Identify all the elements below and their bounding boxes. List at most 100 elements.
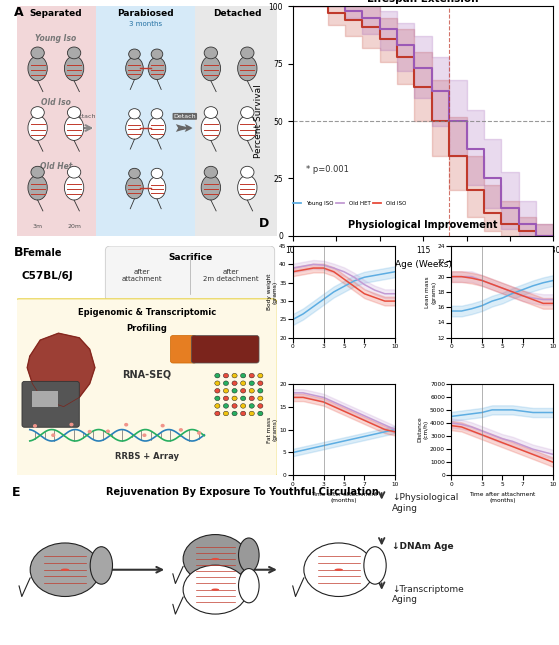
Circle shape (215, 381, 220, 386)
Ellipse shape (148, 57, 166, 79)
Circle shape (211, 558, 219, 560)
Circle shape (232, 373, 237, 378)
Ellipse shape (68, 47, 80, 59)
Circle shape (240, 404, 246, 408)
Ellipse shape (201, 56, 220, 81)
Circle shape (69, 422, 74, 426)
Circle shape (61, 568, 69, 571)
Ellipse shape (151, 108, 163, 119)
Ellipse shape (204, 166, 217, 178)
Circle shape (258, 396, 263, 401)
Ellipse shape (64, 175, 84, 200)
Text: 3m: 3m (32, 224, 42, 230)
Circle shape (143, 433, 146, 437)
Circle shape (211, 588, 219, 591)
Circle shape (124, 423, 128, 426)
Circle shape (215, 396, 220, 401)
Text: A: A (14, 6, 24, 19)
Circle shape (258, 381, 263, 386)
Ellipse shape (126, 177, 143, 199)
Ellipse shape (28, 175, 48, 200)
X-axis label: Time after attachment
(months): Time after attachment (months) (311, 492, 377, 503)
Text: Old Iso: Old Iso (41, 98, 71, 107)
Circle shape (240, 381, 246, 386)
Text: Old Het: Old Het (40, 163, 72, 172)
Circle shape (258, 404, 263, 408)
Ellipse shape (238, 56, 257, 81)
Ellipse shape (204, 106, 217, 119)
Circle shape (249, 373, 254, 378)
FancyBboxPatch shape (105, 246, 274, 301)
Ellipse shape (240, 47, 254, 59)
Text: 3 months: 3 months (129, 21, 162, 27)
Text: Separated: Separated (30, 9, 82, 18)
FancyBboxPatch shape (22, 381, 79, 427)
Circle shape (258, 388, 263, 393)
Ellipse shape (238, 175, 257, 200)
Text: Profiling: Profiling (126, 324, 168, 333)
Circle shape (224, 388, 229, 393)
Ellipse shape (126, 117, 143, 139)
Bar (195, 6, 277, 236)
Y-axis label: Fat mass
(grams): Fat mass (grams) (267, 417, 278, 442)
Text: Rejuvenation By Exposure To Youthful Circulation: Rejuvenation By Exposure To Youthful Cir… (106, 487, 378, 497)
Ellipse shape (64, 115, 84, 141)
Ellipse shape (126, 57, 143, 79)
Ellipse shape (31, 47, 44, 59)
Bar (32, 391, 59, 406)
Circle shape (240, 388, 246, 393)
Circle shape (215, 388, 220, 393)
Ellipse shape (129, 49, 140, 59)
Text: after
2m detachment: after 2m detachment (202, 269, 258, 282)
Text: Detached: Detached (212, 9, 261, 18)
Circle shape (232, 404, 237, 408)
Circle shape (179, 428, 183, 432)
Y-axis label: Distance
(cm/h): Distance (cm/h) (418, 417, 429, 442)
Bar (96, 6, 195, 236)
Bar (17, 6, 96, 236)
Circle shape (249, 412, 254, 416)
X-axis label: Time after attachment
(months): Time after attachment (months) (469, 492, 536, 503)
FancyBboxPatch shape (191, 335, 259, 363)
Ellipse shape (364, 547, 386, 584)
Text: Physiological Improvement: Physiological Improvement (348, 220, 498, 230)
Text: ↓Physiological
Aging: ↓Physiological Aging (392, 493, 459, 513)
Circle shape (240, 412, 246, 416)
Text: after
attachment: after attachment (121, 269, 162, 282)
Circle shape (88, 430, 92, 433)
Circle shape (240, 396, 246, 401)
Circle shape (51, 433, 55, 437)
Circle shape (249, 404, 254, 408)
Ellipse shape (148, 177, 166, 199)
Circle shape (232, 412, 237, 416)
Text: E: E (11, 486, 20, 499)
Circle shape (240, 373, 246, 378)
Ellipse shape (183, 565, 248, 614)
Ellipse shape (31, 166, 44, 178)
Circle shape (335, 568, 343, 571)
Ellipse shape (240, 106, 254, 119)
Ellipse shape (28, 115, 48, 141)
Ellipse shape (151, 168, 163, 179)
Circle shape (106, 430, 110, 433)
Circle shape (215, 404, 220, 408)
Text: Female: Female (22, 248, 61, 259)
Y-axis label: Body weight
(grams): Body weight (grams) (267, 273, 278, 310)
Circle shape (258, 373, 263, 378)
FancyBboxPatch shape (14, 299, 277, 478)
Circle shape (232, 381, 237, 386)
Ellipse shape (64, 56, 84, 81)
FancyBboxPatch shape (170, 335, 197, 363)
Ellipse shape (30, 543, 100, 597)
X-axis label: Age (Weeks): Age (Weeks) (395, 260, 452, 269)
Circle shape (224, 373, 229, 378)
Text: Parabiosed: Parabiosed (117, 9, 174, 18)
Ellipse shape (239, 538, 259, 572)
Ellipse shape (151, 49, 163, 59)
Ellipse shape (129, 108, 140, 119)
Circle shape (197, 431, 201, 435)
Circle shape (160, 424, 165, 428)
Circle shape (232, 388, 237, 393)
Text: D: D (259, 217, 269, 230)
Circle shape (215, 373, 220, 378)
